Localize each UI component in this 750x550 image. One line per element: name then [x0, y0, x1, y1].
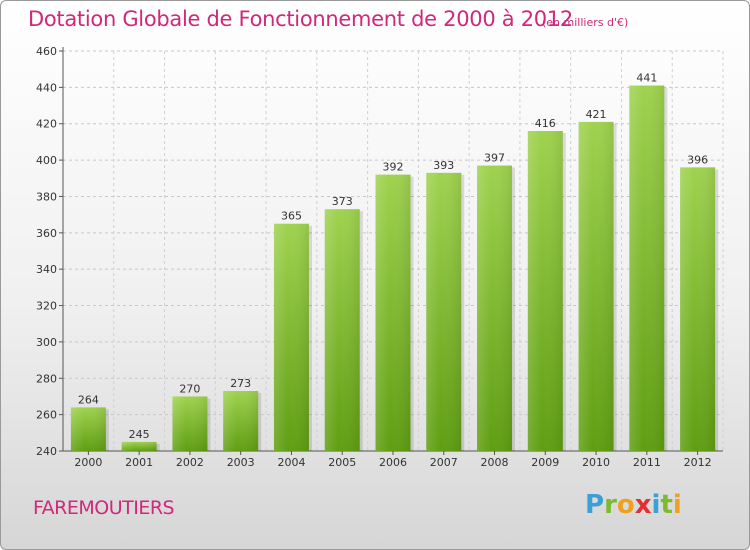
bar-highlight	[578, 121, 614, 451]
bar-value-label: 273	[230, 377, 251, 390]
bar-layer	[70, 85, 719, 452]
y-tick-label: 340	[36, 263, 57, 276]
bar-value-label: 264	[78, 393, 99, 406]
proxiti-logo[interactable]: Proxiti	[585, 490, 682, 520]
y-tick-label: 280	[36, 372, 57, 385]
bar-highlight	[426, 172, 462, 451]
x-tick-label: 2003	[227, 456, 255, 469]
bar-value-label: 397	[484, 152, 505, 165]
x-tick-label: 2004	[277, 456, 305, 469]
logo-letter: o	[616, 490, 635, 520]
y-tick-label: 460	[36, 45, 57, 58]
y-tick-label: 400	[36, 154, 57, 167]
bar-highlight	[477, 165, 513, 451]
bar-highlight	[375, 174, 411, 452]
bar-value-label: 393	[433, 159, 454, 172]
y-tick-label: 320	[36, 300, 57, 313]
bar-highlight	[70, 407, 106, 451]
chart-title: Dotation Globale de Fonctionnement de 20…	[28, 7, 573, 31]
x-tick-label: 2008	[481, 456, 509, 469]
x-tick-label: 2005	[328, 456, 356, 469]
x-tick-label: 2012	[684, 456, 712, 469]
bar-value-label: 270	[179, 382, 200, 395]
logo-letter: P	[585, 490, 605, 520]
bar-highlight	[629, 85, 665, 451]
x-tick-label: 2007	[430, 456, 458, 469]
y-tick-label: 380	[36, 190, 57, 203]
logo-letter: x	[634, 490, 652, 520]
y-tick-label: 420	[36, 118, 57, 131]
bar-value-label: 421	[586, 108, 607, 121]
bar-value-label: 396	[687, 153, 708, 166]
x-tick-label: 2002	[176, 456, 204, 469]
y-tick-label: 360	[36, 227, 57, 240]
bar-value-label: 365	[281, 210, 302, 223]
bar-value-label: 441	[636, 72, 657, 85]
bar-value-label: 245	[129, 428, 150, 441]
x-tick-label: 2001	[125, 456, 153, 469]
bar-value-label: 416	[535, 117, 556, 130]
commune-name: FAREMOUTIERS	[33, 497, 175, 519]
logo-letter: i	[651, 490, 661, 520]
y-tick-label: 260	[36, 409, 57, 422]
logo-letter: t	[660, 490, 673, 520]
bar-value-label: 392	[383, 161, 404, 174]
y-tick-label: 300	[36, 336, 57, 349]
bar-highlight	[223, 391, 259, 451]
label-layer: 264 245 270 273 365 373 392 393 397 416 421 441 396	[78, 72, 708, 441]
x-tick-label: 2011	[633, 456, 661, 469]
bar-highlight	[680, 167, 716, 451]
axis-layer: 240 260 280 300 320 340 360 380 400 420 440 460 2000…	[36, 45, 723, 469]
bar-value-label: 373	[332, 195, 353, 208]
x-tick-label: 2006	[379, 456, 407, 469]
logo-letter: r	[604, 490, 617, 520]
bar-highlight	[172, 396, 208, 451]
bar-highlight	[324, 209, 360, 451]
bar-highlight	[121, 441, 157, 451]
chart-subtitle: (en milliers d'€)	[542, 16, 629, 29]
y-tick-label: 240	[36, 445, 57, 458]
x-tick-label: 2000	[74, 456, 102, 469]
x-tick-label: 2010	[582, 456, 610, 469]
y-tick-label: 440	[36, 81, 57, 94]
x-tick-label: 2009	[531, 456, 559, 469]
bar-highlight	[527, 131, 563, 451]
bar-highlight	[273, 223, 309, 451]
logo-letter: i	[672, 490, 682, 520]
